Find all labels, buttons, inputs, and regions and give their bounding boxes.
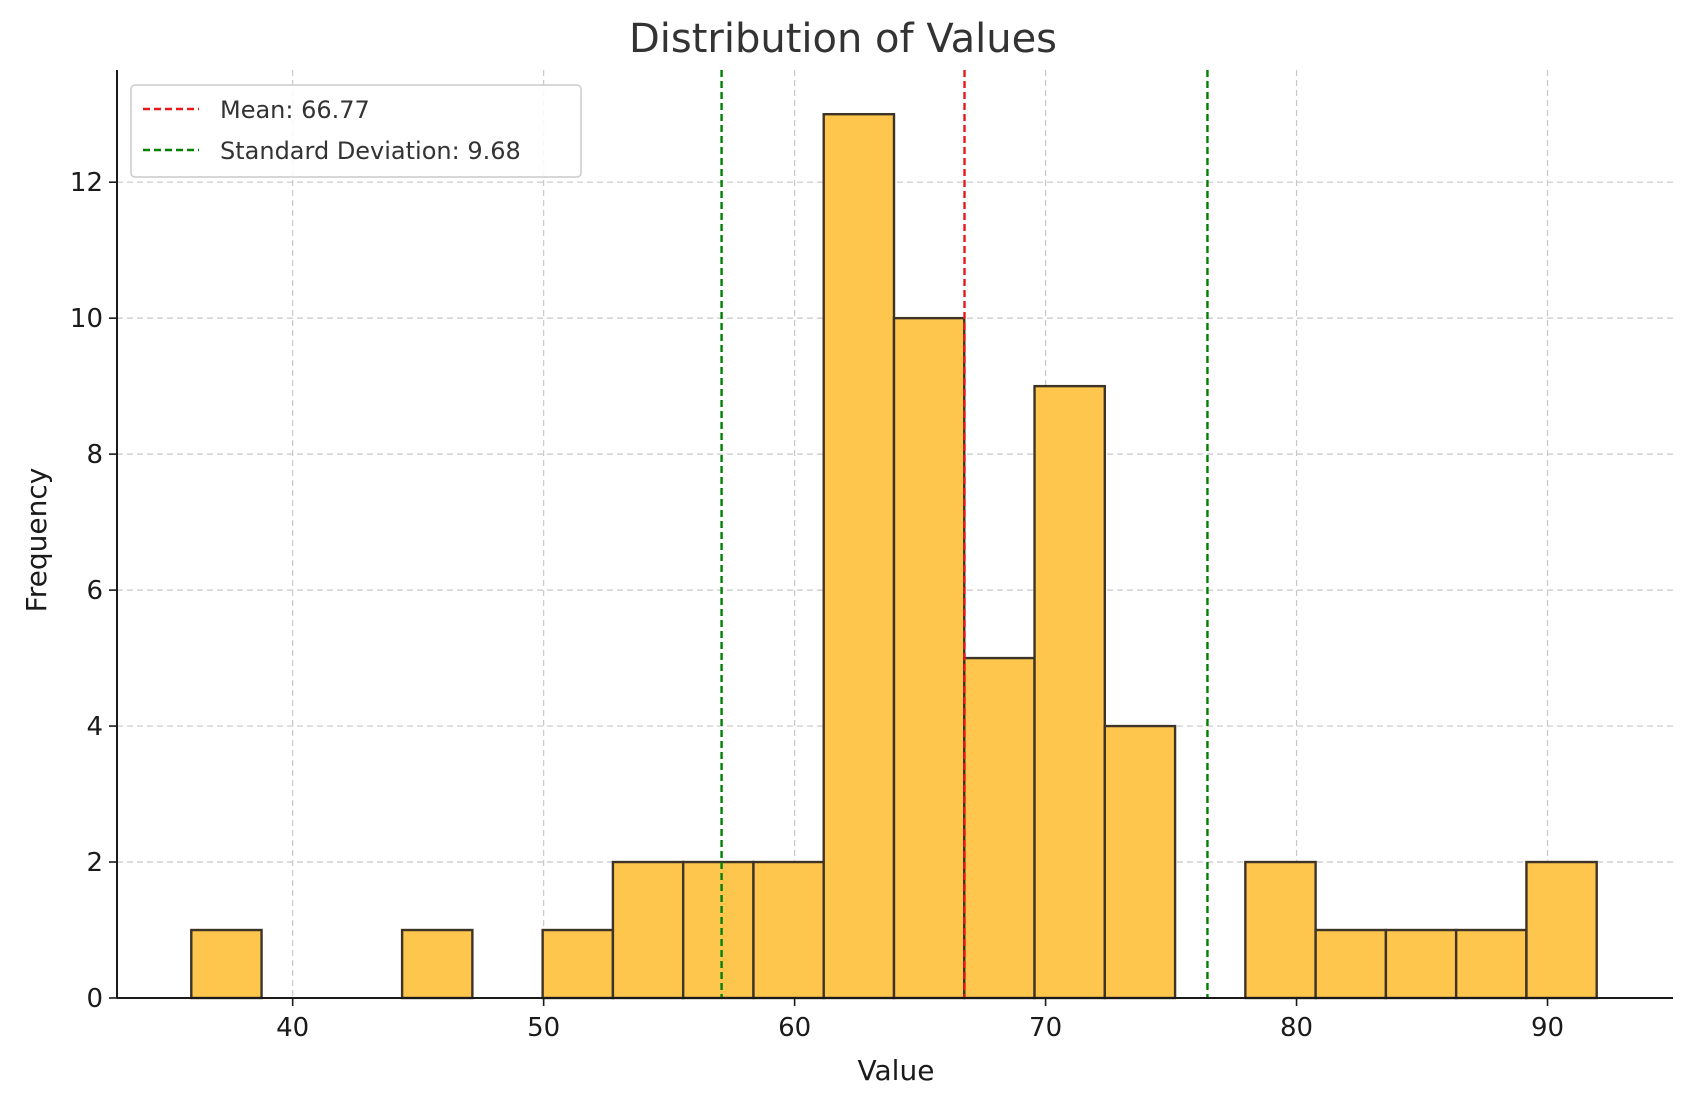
y-tick-label: 4 bbox=[86, 712, 103, 742]
x-tick-label: 50 bbox=[527, 1013, 560, 1043]
histogram-bar bbox=[1314, 928, 1388, 1000]
chart-title: Distribution of Values bbox=[629, 16, 1057, 62]
histogram-bars bbox=[190, 112, 1598, 1000]
y-tick-label: 10 bbox=[70, 304, 103, 334]
histogram-bar bbox=[1384, 928, 1458, 1000]
histogram-bar bbox=[400, 928, 474, 1000]
histogram-bar bbox=[681, 860, 755, 1000]
y-tick-label: 2 bbox=[86, 848, 103, 878]
x-tick-label: 90 bbox=[1531, 1013, 1564, 1043]
histogram-bar bbox=[892, 316, 966, 1000]
y-axis-label: Frequency bbox=[20, 468, 53, 613]
histogram-bar bbox=[1103, 724, 1177, 1000]
legend: Mean: 66.77 Standard Deviation: 9.68 bbox=[130, 84, 582, 178]
axes bbox=[116, 70, 1673, 999]
x-axis-ticks: 40 50 60 70 80 90 bbox=[276, 998, 1564, 1043]
x-axis-label: Value bbox=[858, 1054, 935, 1087]
y-tick-label: 6 bbox=[86, 576, 103, 606]
histogram-bar bbox=[611, 860, 685, 1000]
x-tick-label: 60 bbox=[778, 1013, 811, 1043]
x-tick-label: 40 bbox=[276, 1013, 309, 1043]
histogram-bar bbox=[1454, 928, 1528, 1000]
histogram-bar bbox=[541, 928, 615, 1000]
histogram-bar bbox=[752, 860, 825, 1000]
histogram-bar bbox=[1033, 384, 1107, 1000]
y-axis-ticks: 0 2 4 6 8 10 12 bbox=[70, 168, 117, 1014]
histogram-bar bbox=[822, 112, 896, 1000]
reference-lines bbox=[720, 70, 1209, 998]
legend-mean-label: Mean: 66.77 bbox=[220, 96, 370, 124]
y-tick-label: 12 bbox=[70, 168, 103, 198]
y-tick-label: 0 bbox=[86, 984, 103, 1014]
x-tick-label: 80 bbox=[1280, 1013, 1313, 1043]
histogram-bar bbox=[1244, 860, 1317, 1000]
legend-box bbox=[130, 84, 582, 178]
x-tick-label: 70 bbox=[1029, 1013, 1062, 1043]
histogram-bar bbox=[963, 656, 1036, 1000]
histogram-bar bbox=[190, 928, 263, 1000]
y-tick-label: 8 bbox=[86, 440, 103, 470]
histogram-bar bbox=[1525, 860, 1598, 1000]
legend-std-label: Standard Deviation: 9.68 bbox=[220, 137, 521, 165]
